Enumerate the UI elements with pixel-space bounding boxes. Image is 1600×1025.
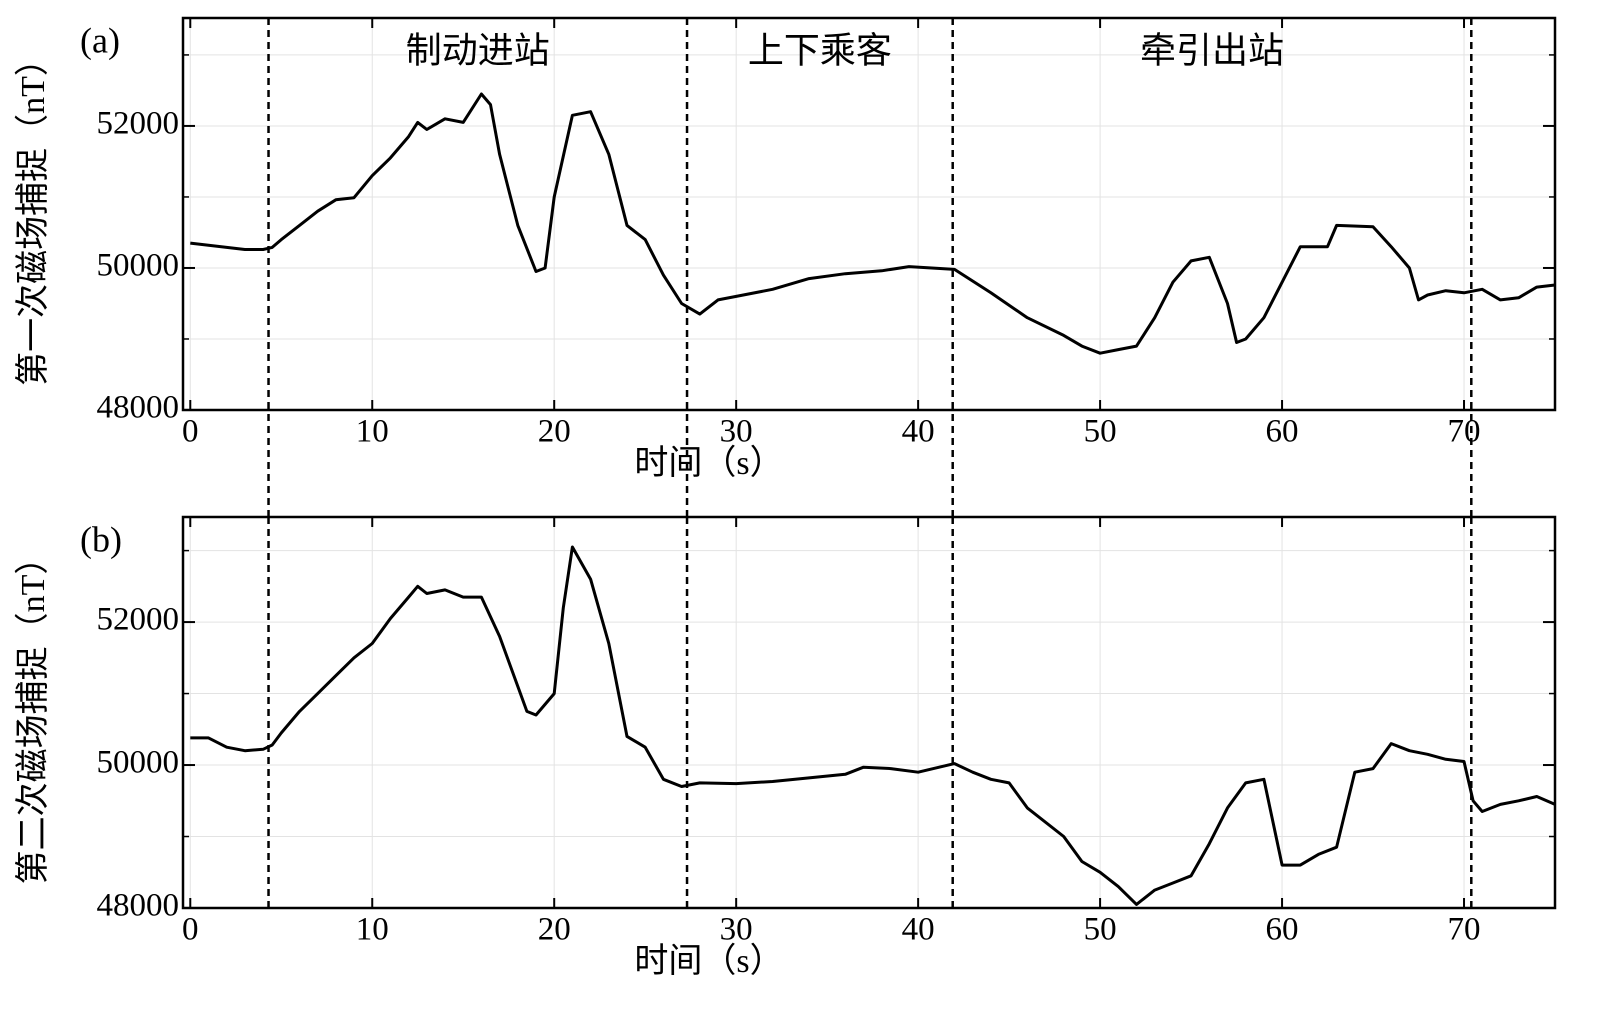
x-tick-label: 40 [902,414,935,450]
x-tick-label: 10 [356,912,389,948]
y-axis-label: 第一次磁场捕捉（nT） [14,42,52,386]
y-axis-label: 第二次磁场捕捉（nT） [14,541,52,885]
x-tick-label: 50 [1084,414,1117,450]
x-tick-label: 20 [538,414,571,450]
y-tick-label: 48000 [97,390,180,426]
x-tick-label: 10 [356,414,389,450]
x-tick-label: 0 [182,414,199,450]
x-tick-label: 30 [720,912,753,948]
x-tick-label: 40 [902,912,935,948]
x-tick-label: 30 [720,414,753,450]
x-axis-label: 时间（s） [634,942,783,980]
y-tick-label: 52000 [97,602,180,638]
plot-frame [181,16,1557,412]
x-tick-label: 70 [1448,414,1481,450]
x-axis-label: 时间（s） [634,444,783,482]
data-line [190,545,1556,906]
region-label: 牵引出站 [1140,30,1284,70]
plot-frame [181,515,1557,910]
y-tick-label: 50000 [97,745,180,781]
region-label: 制动进站 [406,30,550,70]
data-line [190,92,1556,355]
x-tick-label: 50 [1084,912,1117,948]
y-tick-label: 50000 [97,248,180,284]
x-tick-label: 20 [538,912,571,948]
region-label: 上下乘客 [748,30,892,70]
panel-label: (a) [80,20,120,60]
x-tick-label: 0 [182,912,199,948]
y-tick-label: 48000 [97,888,180,924]
x-tick-label: 60 [1266,414,1299,450]
y-tick-label: 52000 [97,106,180,142]
x-tick-label: 60 [1266,912,1299,948]
panel-label: (b) [80,519,122,559]
x-tick-label: 70 [1448,912,1481,948]
